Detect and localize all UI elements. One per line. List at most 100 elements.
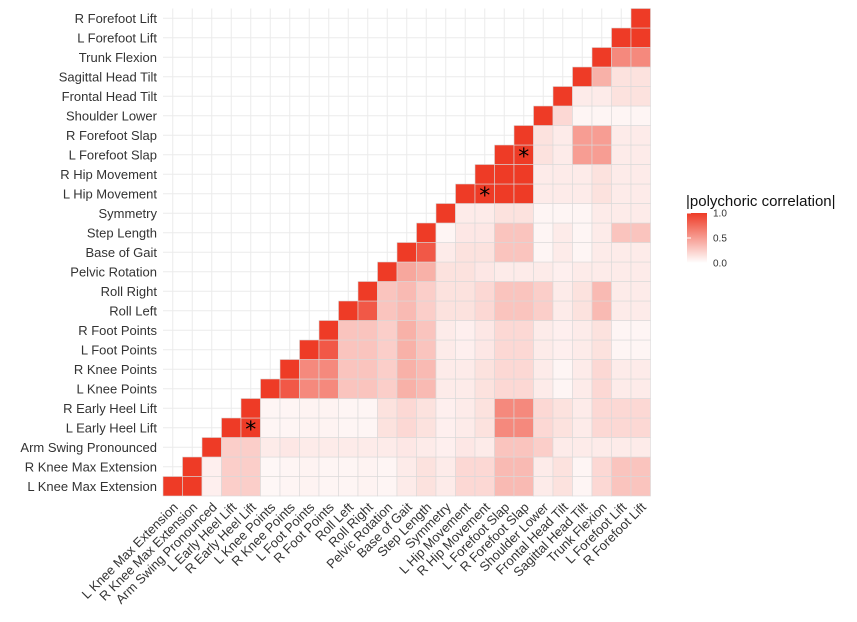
heatmap-cell bbox=[513, 281, 534, 302]
heatmap-cell bbox=[474, 222, 495, 243]
heatmap-cell bbox=[494, 456, 515, 477]
heatmap-cell bbox=[591, 359, 612, 380]
heatmap-cell bbox=[572, 398, 593, 419]
heatmap-cell bbox=[318, 398, 339, 419]
heatmap-cell bbox=[455, 300, 476, 321]
heatmap-cell bbox=[552, 359, 573, 380]
heatmap-cell bbox=[533, 183, 554, 204]
heatmap-cell bbox=[299, 476, 320, 497]
heatmap-cell bbox=[416, 339, 437, 360]
heatmap-cell bbox=[611, 27, 632, 48]
heatmap-cell bbox=[591, 456, 612, 477]
heatmap-cell bbox=[513, 183, 534, 204]
heatmap-cell bbox=[455, 398, 476, 419]
heatmap-cell bbox=[474, 300, 495, 321]
heatmap-cell bbox=[630, 281, 651, 302]
heatmap-cell bbox=[299, 339, 320, 360]
y-tick-label: R Hip Movement bbox=[60, 167, 157, 182]
heatmap-cell bbox=[318, 339, 339, 360]
heatmap-cell bbox=[435, 222, 456, 243]
heatmap-cell bbox=[455, 417, 476, 438]
heatmap-cell bbox=[591, 437, 612, 458]
heatmap-cell bbox=[338, 378, 359, 399]
heatmap-cell bbox=[533, 359, 554, 380]
heatmap-cell bbox=[494, 203, 515, 224]
heatmap-cell bbox=[611, 437, 632, 458]
heatmap-cell bbox=[552, 281, 573, 302]
heatmap-cell bbox=[338, 417, 359, 438]
heatmap-cell bbox=[630, 203, 651, 224]
heatmap-cell bbox=[630, 398, 651, 419]
heatmap-cell bbox=[494, 378, 515, 399]
heatmap-cell bbox=[435, 359, 456, 380]
heatmap-cell bbox=[357, 300, 378, 321]
heatmap-cell bbox=[533, 203, 554, 224]
y-tick-label: Sagittal Head Tilt bbox=[59, 69, 158, 84]
heatmap-cell bbox=[572, 144, 593, 165]
heatmap-cell bbox=[494, 339, 515, 360]
heatmap-cell bbox=[591, 261, 612, 282]
heatmap-cell bbox=[494, 320, 515, 341]
y-tick-label: Pelvic Rotation bbox=[70, 264, 157, 279]
heatmap-cell bbox=[552, 183, 573, 204]
heatmap-cell bbox=[396, 456, 417, 477]
y-tick-label: R Foot Points bbox=[78, 323, 157, 338]
heatmap-cell bbox=[474, 359, 495, 380]
heatmap-cell bbox=[396, 281, 417, 302]
heatmap-cell bbox=[533, 398, 554, 419]
heatmap-cell bbox=[357, 417, 378, 438]
heatmap-cell bbox=[318, 359, 339, 380]
heatmap-cell bbox=[221, 456, 242, 477]
heatmap-cell bbox=[611, 359, 632, 380]
heatmap-cell bbox=[611, 47, 632, 68]
heatmap-cell bbox=[162, 476, 183, 497]
heatmap-cell bbox=[435, 476, 456, 497]
heatmap-cell bbox=[318, 320, 339, 341]
heatmap-cell bbox=[513, 339, 534, 360]
heatmap-cell bbox=[455, 359, 476, 380]
heatmap-cell bbox=[630, 183, 651, 204]
heatmap-cell bbox=[611, 320, 632, 341]
heatmap-cell bbox=[533, 125, 554, 146]
y-tick-label: L Forefoot Lift bbox=[77, 30, 157, 45]
heatmap-cell bbox=[416, 300, 437, 321]
heatmap-cell bbox=[552, 437, 573, 458]
heatmap-cell bbox=[474, 378, 495, 399]
heatmap-cell bbox=[552, 242, 573, 263]
heatmap-cell bbox=[494, 359, 515, 380]
y-tick-label: Base of Gait bbox=[85, 245, 157, 260]
heatmap-cell bbox=[396, 398, 417, 419]
heatmap-cell bbox=[435, 437, 456, 458]
heatmap-cell bbox=[513, 476, 534, 497]
heatmap-cell bbox=[435, 261, 456, 282]
heatmap-cell bbox=[572, 476, 593, 497]
heatmap-cell bbox=[513, 300, 534, 321]
heatmap-cell bbox=[474, 281, 495, 302]
heatmap-cell bbox=[552, 105, 573, 126]
heatmap-cell bbox=[513, 222, 534, 243]
heatmap-cell bbox=[357, 359, 378, 380]
heatmap-cell bbox=[474, 417, 495, 438]
heatmap-cell bbox=[435, 242, 456, 263]
legend-tick-label: 1.0 bbox=[713, 209, 727, 220]
heatmap-cell bbox=[396, 359, 417, 380]
heatmap-cell bbox=[513, 417, 534, 438]
heatmap-cell bbox=[552, 398, 573, 419]
heatmap-cell bbox=[396, 339, 417, 360]
heatmap-cell bbox=[455, 281, 476, 302]
heatmap-cell bbox=[513, 125, 534, 146]
annotation-stars: * * * bbox=[245, 145, 529, 443]
heatmap-cell bbox=[591, 144, 612, 165]
heatmap-cell bbox=[630, 417, 651, 438]
heatmap-cell bbox=[221, 476, 242, 497]
y-tick-label: Arm Swing Pronounced bbox=[20, 440, 157, 455]
heatmap-cell bbox=[572, 261, 593, 282]
heatmap-cell bbox=[435, 320, 456, 341]
heatmap-cell bbox=[591, 183, 612, 204]
heatmap-cell bbox=[611, 417, 632, 438]
heatmap-cell bbox=[533, 300, 554, 321]
heatmap-cell bbox=[552, 222, 573, 243]
heatmap-cell bbox=[377, 320, 398, 341]
heatmap-cell bbox=[416, 320, 437, 341]
